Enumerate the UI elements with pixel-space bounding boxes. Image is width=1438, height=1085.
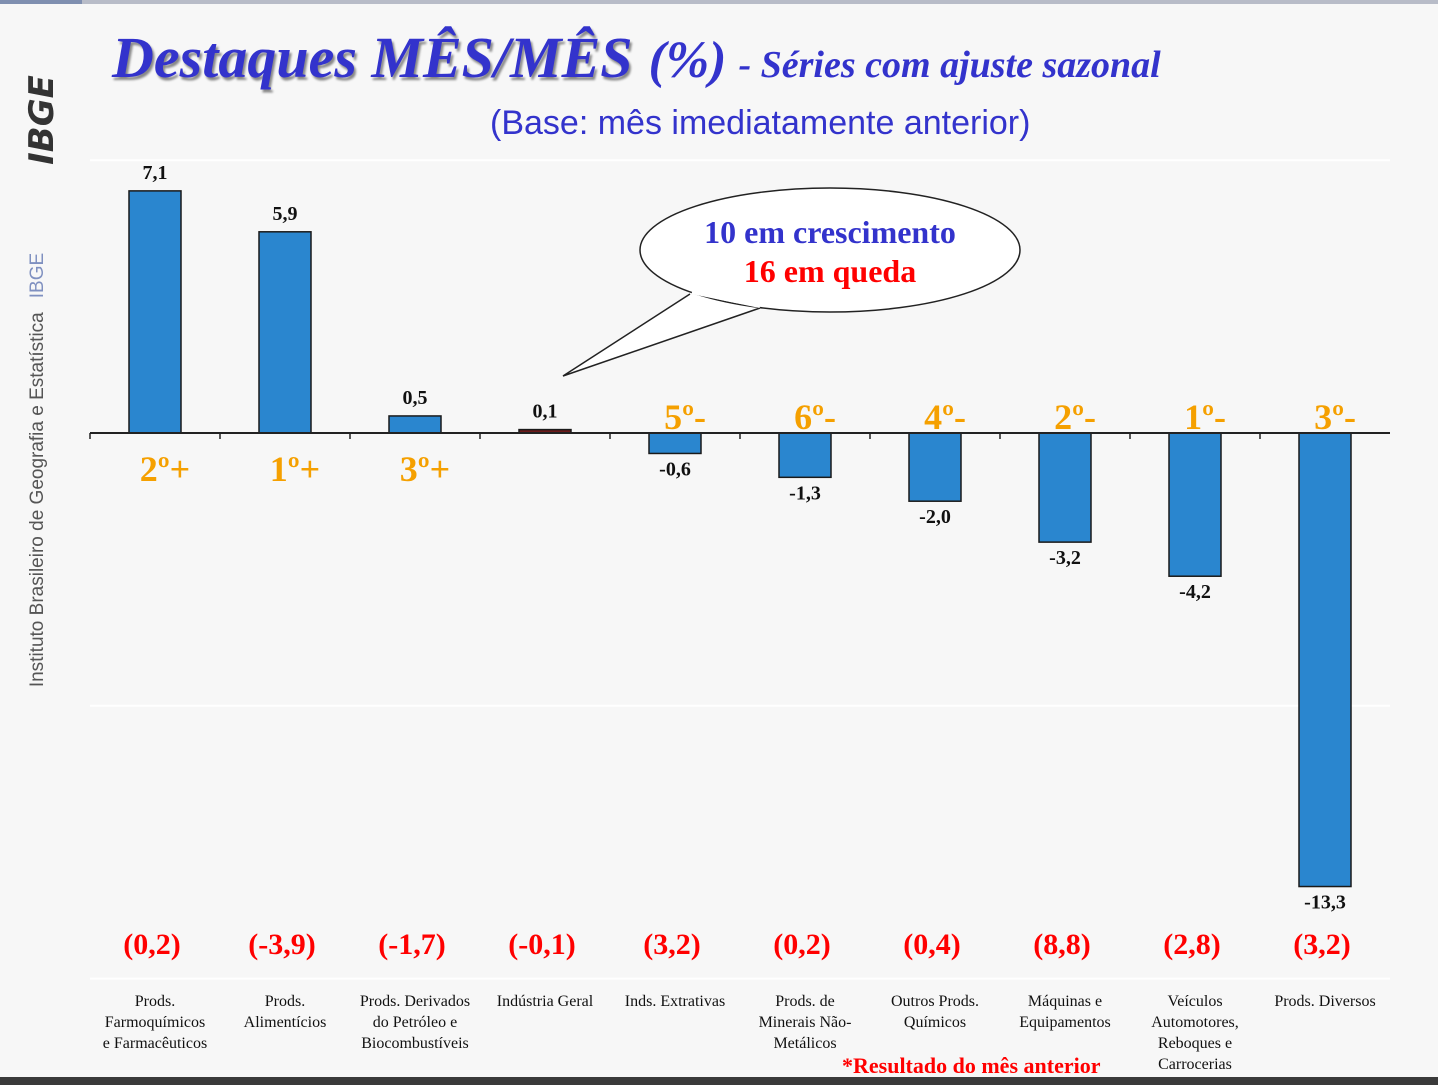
rank-label: 2º+ — [140, 449, 190, 489]
data-label: 5,9 — [273, 203, 298, 225]
data-label: -4,2 — [1179, 581, 1211, 603]
category-label-line: e Farmacêuticos — [103, 1035, 207, 1052]
category-label: Máquinas e Equipamentos — [1019, 993, 1111, 1031]
title-main: Destaques MÊS/MÊS — [112, 25, 633, 90]
category-label-line: Veículos — [1167, 993, 1222, 1010]
category-label-line: Prods. — [265, 993, 305, 1010]
category-label-line: Alimentícios — [244, 1014, 327, 1031]
category-label: Outros Prods. Químicos — [891, 993, 979, 1031]
previous-month-label: (-0,1) — [508, 928, 575, 961]
category-label: Indústria Geral — [497, 993, 594, 1010]
category-label-line: Prods. Diversos — [1274, 993, 1375, 1010]
category-label-line: Máquinas e — [1028, 993, 1102, 1010]
footnote: *Resultado do mês anterior — [842, 1053, 1101, 1078]
category-label-line: Indústria Geral — [497, 993, 594, 1010]
category-label: Prods. Derivados do Petróleo e Biocombustí… — [360, 993, 470, 1052]
top-bar-accent — [0, 0, 82, 4]
category-label-line: do Petróleo e — [373, 1014, 457, 1031]
previous-month-label: (2,8) — [1163, 928, 1220, 961]
data-label: -3,2 — [1049, 547, 1081, 569]
category-label: Prods. Alimentícios — [244, 993, 327, 1031]
data-label: -1,3 — [789, 482, 821, 504]
category-label-line: Outros Prods. — [891, 993, 979, 1010]
previous-month-label: (0,4) — [903, 928, 960, 961]
category-label-line: Prods. de — [775, 993, 835, 1010]
category-label: Prods. Farmoquímicos e Farmacêuticos — [103, 993, 207, 1052]
bottom-bar — [0, 1077, 1438, 1085]
data-label: 0,5 — [403, 387, 428, 409]
subtitle: (Base: mês imediatamente anterior) — [490, 104, 1031, 142]
bar — [388, 415, 442, 434]
category-label-line: Minerais Não- — [759, 1014, 852, 1031]
callout-tail — [562, 293, 761, 377]
category-label: Prods. de Minerais Não- Metálicos — [759, 993, 852, 1052]
data-label: 0,1 — [533, 401, 558, 423]
category-label-line: Biocombustíveis — [361, 1035, 469, 1052]
bar — [1038, 432, 1092, 543]
top-bar — [0, 0, 1438, 4]
rank-label: 2º- — [1054, 397, 1096, 437]
category-label: Veículos Automotores, Reboques e Carroceria… — [1151, 993, 1239, 1073]
rank-label: 1º+ — [270, 449, 320, 489]
rank-label: 3º- — [1314, 397, 1356, 437]
rank-label: 3º+ — [400, 449, 450, 489]
data-label: -0,6 — [659, 458, 691, 480]
rank-label: 5º- — [664, 397, 706, 437]
previous-month-label: (-1,7) — [378, 928, 445, 961]
category-label-line: Reboques e — [1158, 1035, 1232, 1052]
category-label-line: Prods. Derivados — [360, 993, 470, 1010]
category-label-line: Carrocerias — [1158, 1056, 1232, 1073]
rank-label: 6º- — [794, 397, 836, 437]
page-title: Destaques MÊS/MÊS (%) - Séries com ajuste … — [112, 24, 1161, 91]
category-label-line: Farmoquímicos — [105, 1014, 205, 1031]
callout-joint — [691, 290, 761, 308]
bar — [258, 231, 312, 434]
previous-month-label: (8,8) — [1033, 928, 1090, 961]
bar — [908, 432, 962, 502]
category-label: Inds. Extrativas — [625, 993, 725, 1010]
callout-bubble — [639, 187, 1021, 313]
category-label-line: Inds. Extrativas — [625, 993, 725, 1010]
rank-label: 1º- — [1184, 397, 1226, 437]
rank-label: 4º- — [924, 397, 966, 437]
category-label-line: Prods. — [135, 993, 175, 1010]
bar — [128, 190, 182, 434]
category-label: Prods. Diversos — [1274, 993, 1375, 1010]
data-label: -2,0 — [919, 506, 951, 528]
data-label: -13,3 — [1304, 892, 1346, 914]
callout-decline: 16 em queda — [744, 253, 916, 289]
previous-month-label: (3,2) — [1293, 928, 1350, 961]
previous-month-label: (0,2) — [123, 928, 180, 961]
bar — [1298, 432, 1352, 888]
category-label-line: Metálicos — [773, 1035, 836, 1052]
data-label: 7,1 — [143, 162, 168, 184]
previous-month-label: (0,2) — [773, 928, 830, 961]
previous-month-label: (3,2) — [643, 928, 700, 961]
previous-month-label: (-3,9) — [248, 928, 315, 961]
category-label-line: Automotores, — [1151, 1014, 1239, 1031]
bar — [778, 432, 832, 479]
bar — [1168, 432, 1222, 577]
title-suffix: - Séries com ajuste sazonal — [738, 44, 1161, 86]
category-label-line: Químicos — [904, 1014, 966, 1031]
callout-growth: 10 em crescimento — [704, 214, 956, 250]
title-unit: (%) — [648, 32, 727, 89]
category-label-line: Equipamentos — [1019, 1014, 1111, 1031]
